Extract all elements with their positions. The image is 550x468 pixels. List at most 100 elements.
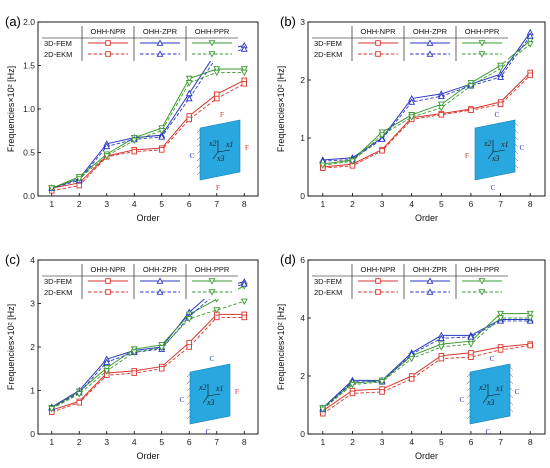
data-point	[213, 307, 221, 314]
y-tick-label: 0.5	[23, 148, 35, 158]
chart-panel-1: 0.0 0.5 1.0 1.5 2.0 1 2 3 4 5 6 7 8 Order Frequencies×…	[5, 14, 259, 223]
boundary-condition-right: F	[245, 143, 249, 152]
data-point	[467, 333, 475, 340]
data-point	[185, 80, 193, 87]
data-point	[526, 310, 534, 318]
legend: OHH-NPR OHH-ZPR OHH-PPR 3D-FEM 2D-EKM	[312, 264, 508, 299]
clamp-hatch	[186, 408, 191, 413]
clamp-hatch	[514, 150, 519, 155]
data-point	[130, 137, 138, 144]
clamp-hatch	[509, 394, 514, 399]
y-tick-label: 0	[30, 429, 35, 439]
legend-background	[312, 264, 508, 299]
y-tick-label: 3	[30, 299, 35, 309]
data-point	[349, 390, 356, 397]
data-point	[131, 370, 137, 376]
series-line	[322, 343, 531, 412]
legend-marker	[208, 289, 216, 296]
legend-marker	[375, 51, 381, 57]
clamp-hatch	[466, 415, 471, 420]
data-point	[437, 101, 445, 109]
data-point	[186, 344, 192, 350]
legend-column-header: OHH-ZPR	[413, 265, 448, 274]
inset-axis-label: x2	[483, 139, 492, 148]
series-line	[322, 72, 531, 168]
x-tick-label: 2	[350, 437, 355, 447]
boundary-condition-left: C	[459, 395, 464, 404]
y-axis-label: Frequencies×10² [Hz]	[6, 66, 16, 152]
chart-panel-3: 0 1 2 3 4 1 2 3 4 5 6 7 8 Order Frequencies×10² [Hz] (c…	[5, 252, 259, 461]
inset-axis-label: x3	[206, 398, 215, 407]
data-point	[319, 406, 327, 413]
series-line	[51, 68, 245, 189]
clamp-hatch	[466, 387, 471, 392]
legend-marker	[208, 278, 216, 285]
series-line	[51, 313, 245, 411]
data-point	[527, 342, 533, 349]
x-tick-label: 5	[159, 199, 164, 209]
clamp-hatch	[186, 401, 191, 406]
chart-panel-2: 0 1 2 3 1 2 3 4 5 6 7 8 Order Frequencies×10² [Hz] (b)…	[276, 14, 546, 223]
boundary-condition-left: F	[465, 151, 469, 160]
data-point	[158, 342, 166, 349]
y-tick-label: 2.0	[23, 17, 35, 27]
series-line	[322, 75, 531, 169]
series-line	[51, 72, 245, 189]
legend-marker	[375, 278, 381, 284]
legend-column-header: OHH-PPR	[465, 265, 500, 274]
legend-row-label: 3D-FEM	[44, 39, 72, 48]
panel-label: (c)	[5, 252, 20, 267]
x-tick-label: 4	[409, 199, 414, 209]
data-point	[131, 148, 137, 155]
clamp-hatch	[196, 157, 201, 162]
data-point	[408, 355, 416, 363]
legend-marker	[375, 289, 381, 295]
data-point	[103, 358, 111, 365]
legend-marker	[105, 40, 111, 46]
legend-marker	[156, 50, 164, 57]
series-line	[322, 317, 531, 410]
x-tick-label: 4	[409, 437, 414, 447]
clamp-hatch	[509, 366, 514, 371]
legend-row-label: 2D-EKM	[314, 50, 342, 59]
data-point	[213, 314, 220, 321]
data-point	[213, 69, 221, 77]
clamp-hatch	[196, 171, 201, 176]
data-point	[185, 75, 193, 83]
boundary-condition-bottom: C	[485, 427, 490, 436]
data-point	[467, 83, 475, 90]
clamp-hatch	[466, 401, 471, 406]
inset-axis-label: x2	[198, 383, 207, 392]
data-point	[526, 315, 534, 322]
y-tick-label: 2	[300, 75, 305, 85]
clamp-hatch	[509, 373, 514, 378]
panel-label: (a)	[5, 14, 21, 29]
legend-column-header: OHH-NPR	[91, 27, 127, 36]
y-tick-label: 1	[300, 133, 305, 143]
clamp-hatch	[514, 164, 519, 169]
data-point	[497, 347, 504, 353]
x-tick-label: 7	[214, 437, 219, 447]
x-axis-label: Order	[415, 213, 438, 223]
data-point	[527, 72, 533, 79]
x-tick-label: 2	[77, 199, 82, 209]
inset-axis-label: x3	[491, 154, 500, 163]
y-tick-label: 3	[300, 17, 305, 27]
data-point	[213, 95, 220, 102]
axis-arrow	[207, 393, 221, 397]
clamp-hatch	[509, 387, 514, 392]
clamp-hatch	[509, 408, 514, 413]
data-point	[48, 406, 56, 413]
clamp-hatch	[509, 401, 514, 406]
data-point	[130, 349, 138, 356]
plate-shape	[469, 363, 511, 425]
series-line	[322, 40, 531, 165]
clamp-hatch	[514, 136, 519, 141]
data-point	[48, 185, 56, 192]
x-tick-label: 5	[439, 437, 444, 447]
series-npr-2d-ekm	[49, 314, 247, 415]
clamp-hatch	[514, 157, 519, 162]
axis-arrow	[492, 149, 506, 153]
data-point	[437, 334, 445, 342]
